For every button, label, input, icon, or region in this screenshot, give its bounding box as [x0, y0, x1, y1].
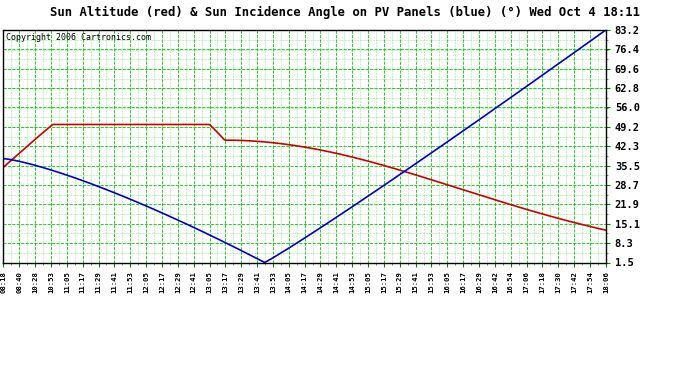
Text: Sun Altitude (red) & Sun Incidence Angle on PV Panels (blue) (°) Wed Oct 4 18:11: Sun Altitude (red) & Sun Incidence Angle… [50, 6, 640, 19]
Text: Copyright 2006 Cartronics.com: Copyright 2006 Cartronics.com [6, 33, 152, 42]
